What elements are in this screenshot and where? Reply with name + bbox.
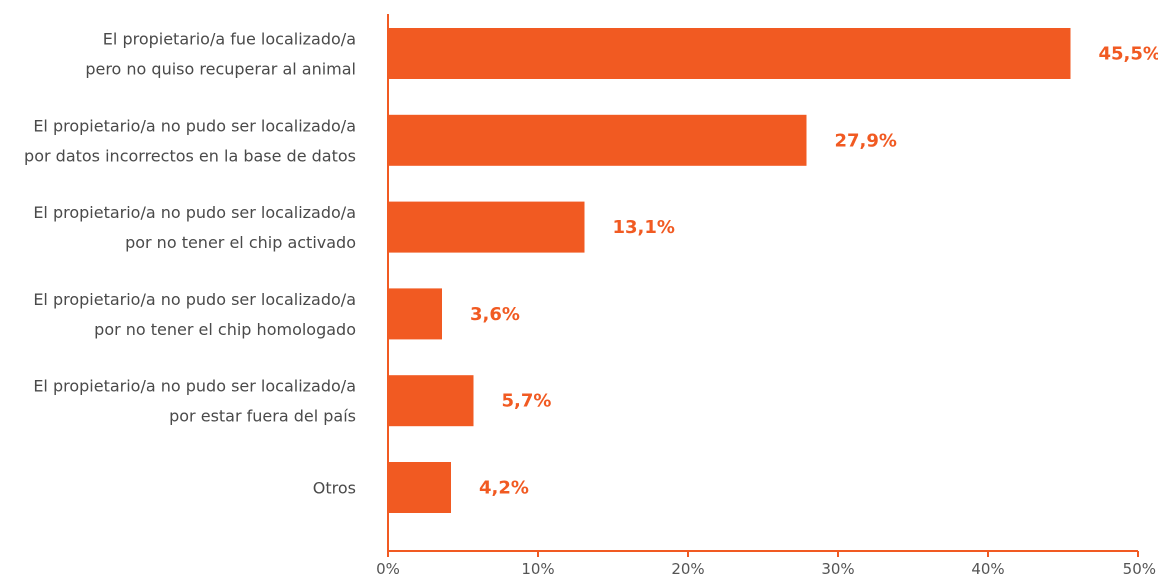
x-tick-label-3: 30% [821,560,854,578]
value-label-1: 27,9% [835,130,897,151]
bar-4 [388,375,474,427]
value-label-3: 3,6% [470,304,520,325]
bar-3 [388,288,442,340]
category-label-1-line-0: El propietario/a no pudo ser localizado/… [33,116,356,135]
category-label-3-line-0: El propietario/a no pudo ser localizado/… [33,290,356,309]
x-tick-label-2: 20% [671,560,704,578]
x-tick-label-5: 50% [1123,560,1156,578]
category-label-0-line-0: El propietario/a fue localizado/a [103,30,356,49]
category-label-2-line-0: El propietario/a no pudo ser localizado/… [33,203,356,222]
value-label-4: 5,7% [502,391,552,412]
bar-0 [388,28,1071,79]
value-label-2: 13,1% [613,217,675,238]
category-label-3-line-1: por no tener el chip homologado [94,320,356,339]
category-label-4-line-0: El propietario/a no pudo ser localizado/… [33,377,356,396]
category-label-0-line-1: pero no quiso recuperar al animal [85,60,356,79]
x-axis-ticks: 0% 10% 20% 30% 40% 50% [376,551,1156,578]
category-label-4-line-1: por estar fuera del país [169,407,356,426]
category-label-1-line-1: por datos incorrectos en la base de dato… [24,146,356,165]
x-tick-label-0: 0% [376,560,400,578]
category-labels: El propietario/a fue localizado/a pero no… [24,30,356,498]
bar-5 [388,462,451,513]
value-label-5: 4,2% [479,478,529,499]
x-tick-label-1: 10% [521,560,554,578]
category-label-5-line-0: Otros [313,479,356,498]
x-tick-label-4: 40% [971,560,1004,578]
bar-2 [388,201,585,253]
category-label-2-line-1: por no tener el chip activado [125,233,356,252]
value-labels: 45,5% 27,9% 13,1% 3,6% 5,7% 4,2% [470,44,1158,499]
bar-1 [388,114,807,166]
bars-group [388,28,1071,513]
value-label-0: 45,5% [1099,44,1158,65]
